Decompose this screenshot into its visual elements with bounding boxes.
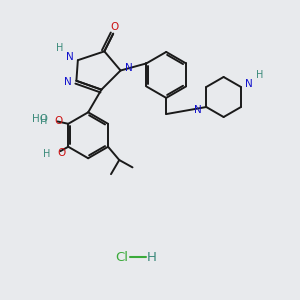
Text: N: N xyxy=(125,63,133,73)
Text: N: N xyxy=(64,77,72,87)
Text: H: H xyxy=(43,149,51,159)
Text: O: O xyxy=(54,116,63,126)
Text: N: N xyxy=(66,52,74,62)
Text: N: N xyxy=(194,105,202,115)
Text: H: H xyxy=(40,116,48,126)
Text: H: H xyxy=(56,43,63,53)
Text: HO: HO xyxy=(32,114,48,124)
Text: H: H xyxy=(146,251,156,264)
Text: O: O xyxy=(110,22,118,32)
Text: O: O xyxy=(57,148,66,158)
Text: Cl: Cl xyxy=(116,251,128,264)
Text: N: N xyxy=(245,79,253,89)
Text: H: H xyxy=(256,70,263,80)
